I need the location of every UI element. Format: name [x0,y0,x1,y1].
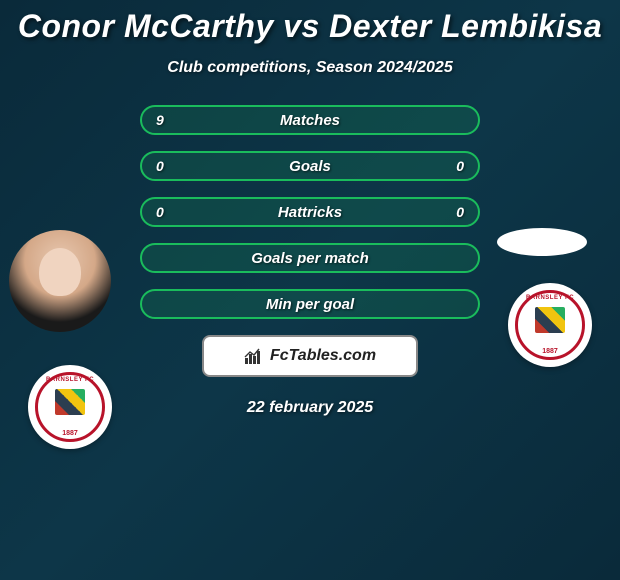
crest-graphic: BARNSLEY FC 1887 [35,372,105,442]
stat-label: Hattricks [278,204,342,221]
brand-badge[interactable]: FcTables.com [202,335,418,377]
player-left-avatar [9,230,111,332]
stat-right-value: 0 [456,158,464,174]
crest-year: 1887 [62,430,78,437]
stat-label: Min per goal [266,296,354,313]
stat-row: Min per goal [140,289,480,319]
crest-top-text: BARNSLEY FC [526,295,574,301]
stat-row: 0 Goals 0 [140,151,480,181]
stat-right-value: 0 [456,204,464,220]
stat-row: 0 Hattricks 0 [140,197,480,227]
crest-year: 1887 [542,348,558,355]
club-crest-left: BARNSLEY FC 1887 [28,365,112,449]
player-right-avatar [497,228,587,256]
stat-left-value: 9 [156,112,164,128]
root: Conor McCarthy vs Dexter Lembikisa Club … [0,0,620,580]
stat-left-value: 0 [156,158,164,174]
stats-area: BARNSLEY FC 1887 BARNSLEY FC 1887 9 Matc… [0,105,620,417]
bars-icon [244,348,264,364]
brand-text: FcTables.com [270,347,376,365]
page-title: Conor McCarthy vs Dexter Lembikisa [0,8,620,45]
stat-row: Goals per match [140,243,480,273]
crest-top-text: BARNSLEY FC [46,377,94,383]
stat-label: Matches [280,112,340,129]
stat-row: 9 Matches [140,105,480,135]
crest-graphic: BARNSLEY FC 1887 [515,290,585,360]
stat-label: Goals per match [251,250,369,267]
stat-label: Goals [289,158,331,175]
subtitle: Club competitions, Season 2024/2025 [0,59,620,77]
club-crest-right: BARNSLEY FC 1887 [508,283,592,367]
stat-left-value: 0 [156,204,164,220]
